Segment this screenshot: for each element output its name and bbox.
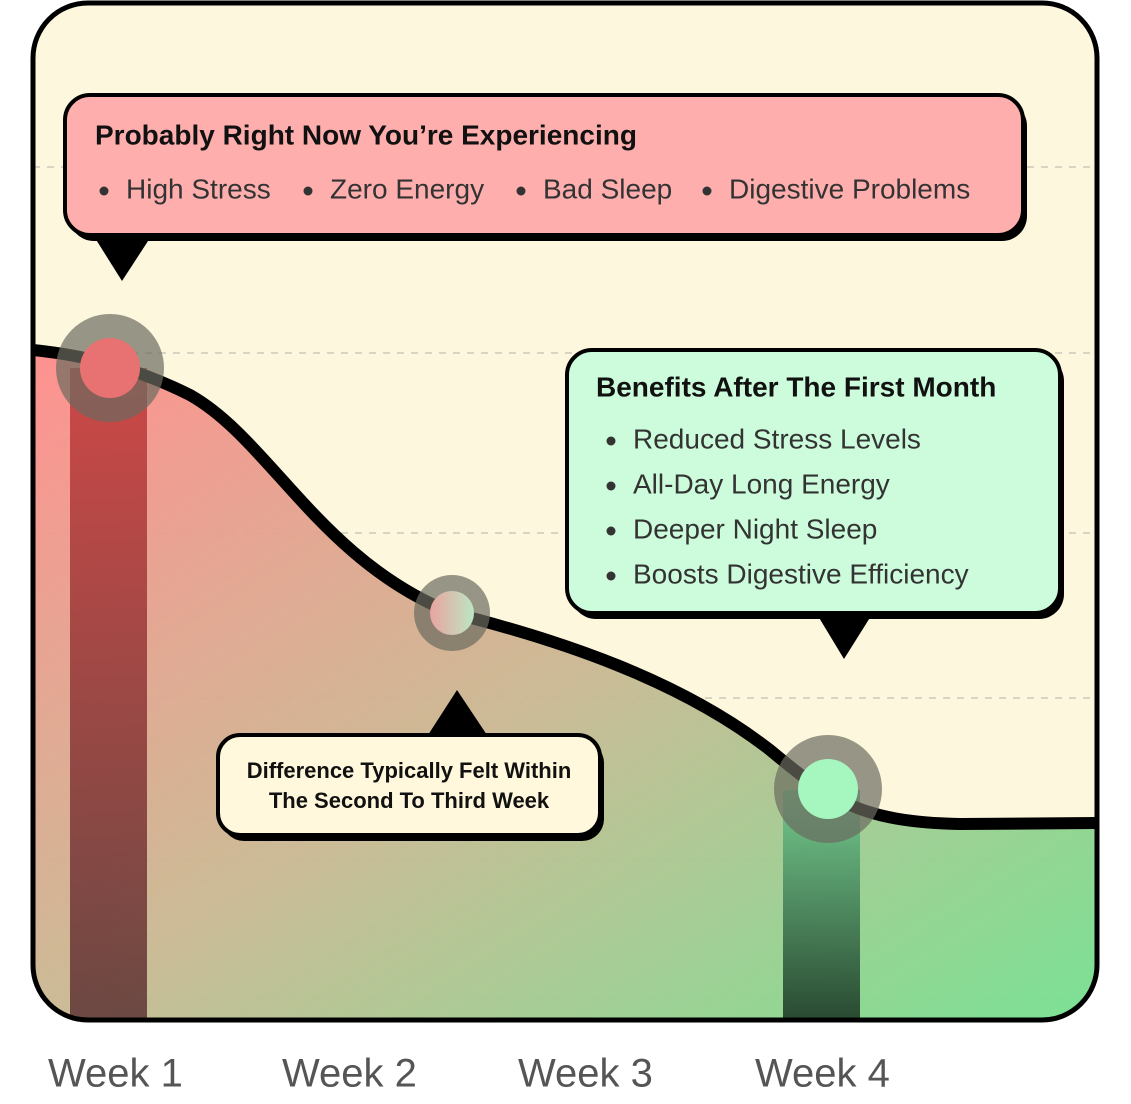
callout-item: Digestive Problems bbox=[729, 173, 970, 204]
point bbox=[430, 591, 474, 635]
note-text: The Second To Third Week bbox=[269, 788, 550, 813]
pointer bbox=[818, 616, 871, 659]
callout bbox=[63, 93, 1025, 237]
pointer bbox=[428, 690, 487, 735]
x-label: Week 4 bbox=[755, 1052, 890, 1096]
bullet bbox=[606, 436, 616, 446]
callout-item: Bad Sleep bbox=[543, 173, 672, 204]
pointer bbox=[95, 238, 150, 281]
callout-item: All-Day Long Energy bbox=[633, 468, 890, 499]
bullet bbox=[606, 526, 616, 536]
note-text: Difference Typically Felt Within bbox=[247, 758, 572, 783]
callout-item: Reduced Stress Levels bbox=[633, 423, 921, 454]
point bbox=[80, 338, 140, 398]
bullet bbox=[606, 481, 616, 491]
note-box bbox=[216, 733, 602, 837]
bullet bbox=[99, 186, 109, 196]
x-label: Week 1 bbox=[48, 1052, 183, 1096]
callout-item: Zero Energy bbox=[330, 173, 484, 204]
callout-title: Probably Right Now You’re Experiencing bbox=[95, 119, 637, 150]
x-label: Week 2 bbox=[282, 1052, 417, 1096]
bullet bbox=[606, 571, 616, 581]
bar bbox=[70, 368, 147, 1020]
point bbox=[798, 759, 858, 819]
bullet bbox=[702, 186, 712, 196]
callout-item: Boosts Digestive Efficiency bbox=[633, 558, 969, 589]
card-border bbox=[30, 0, 1100, 1023]
callout-item: Deeper Night Sleep bbox=[633, 513, 877, 544]
bullet bbox=[303, 186, 313, 196]
callout-item: High Stress bbox=[126, 173, 271, 204]
callout bbox=[565, 348, 1062, 615]
callout-title: Benefits After The First Month bbox=[596, 371, 996, 402]
x-label: Week 3 bbox=[518, 1052, 653, 1096]
bullet bbox=[516, 186, 526, 196]
